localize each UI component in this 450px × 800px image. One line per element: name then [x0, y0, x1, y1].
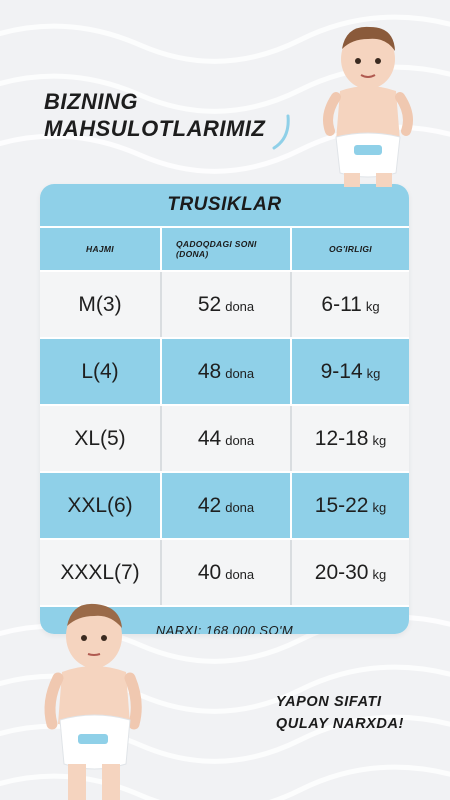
count-unit: dona: [225, 366, 255, 381]
count-cell: 48 dona: [162, 339, 292, 404]
weight-unit: kg: [372, 567, 387, 582]
count-value: 40: [197, 560, 222, 584]
weight-cell: 9-14 kg: [292, 339, 409, 404]
count-value: 48: [197, 359, 222, 383]
slogan: YAPON SIFATI QULAY NARXDA!: [276, 691, 404, 735]
weight-cell: 6-11 kg: [292, 272, 409, 337]
baby-bottom-image: [44, 603, 142, 800]
slogan-line-1: YAPON SIFATI: [275, 694, 382, 710]
count-unit: dona: [225, 299, 255, 314]
count-cell: 52 dona: [162, 272, 292, 337]
count-cell: 44 dona: [162, 406, 292, 471]
weight-value: 20-30: [314, 560, 369, 584]
baby-top-image: [323, 26, 413, 187]
count-unit: dona: [225, 433, 255, 448]
weight-cell: 20-30 kg: [292, 540, 409, 605]
count-cell: 40 dona: [162, 540, 292, 605]
column-header-weight: OG'IRLIGI: [329, 244, 372, 254]
weight-cell: 15-22 kg: [292, 473, 409, 538]
weight-value: 15-22: [314, 493, 369, 517]
column-header-count: QADOQDAGI SONI (DONA): [162, 228, 292, 270]
weight-unit: kg: [365, 299, 380, 314]
weight-unit: kg: [372, 500, 387, 515]
slogan-line-2: QULAY NARXDA!: [275, 716, 404, 732]
size-cell: L(4): [40, 339, 162, 404]
weight-value: 9-14: [320, 359, 363, 383]
size-cell: XXL(6): [40, 473, 162, 538]
table-row: XL(5) 44 dona 12-18 kg: [40, 404, 409, 471]
table-row: M(3) 52 dona 6-11 kg: [40, 270, 409, 337]
count-value: 52: [197, 292, 222, 316]
weight-cell: 12-18 kg: [292, 406, 409, 471]
weight-value: 6-11: [321, 292, 362, 316]
size-cell: XL(5): [40, 406, 162, 471]
table-header: HAJMI QADOQDAGI SONI (DONA) OG'IRLIGI: [40, 228, 409, 270]
weight-unit: kg: [372, 433, 387, 448]
table-body: M(3) 52 dona 6-11 kg L(4) 48 dona 9-14 kg XL(5) 44 d…: [40, 270, 409, 605]
table-row: XXL(6) 42 dona 15-22 kg: [40, 471, 409, 538]
heading-line-1: BIZNING: [44, 89, 138, 114]
column-header-size: HAJMI: [40, 228, 162, 270]
weight-value: 12-18: [314, 426, 369, 450]
product-size-table: TRUSIKLAR HAJMI QADOQDAGI SONI (DONA) OG…: [40, 184, 409, 634]
count-value: 44: [197, 426, 222, 450]
heading-line-2: MAHSULOTLARIMIZ: [44, 116, 266, 141]
page-heading: BIZNING MAHSULOTLARIMIZ: [44, 88, 265, 142]
table-title: TRUSIKLAR: [40, 184, 409, 228]
size-cell: XXXL(7): [40, 540, 162, 605]
heading-accent-arc: [272, 114, 290, 150]
size-cell: M(3): [40, 272, 162, 337]
count-unit: dona: [225, 567, 255, 582]
count-unit: dona: [225, 500, 255, 515]
weight-unit: kg: [366, 366, 381, 381]
count-cell: 42 dona: [162, 473, 292, 538]
table-row: XXXL(7) 40 dona 20-30 kg: [40, 538, 409, 605]
count-value: 42: [197, 493, 222, 517]
table-row: L(4) 48 dona 9-14 kg: [40, 337, 409, 404]
